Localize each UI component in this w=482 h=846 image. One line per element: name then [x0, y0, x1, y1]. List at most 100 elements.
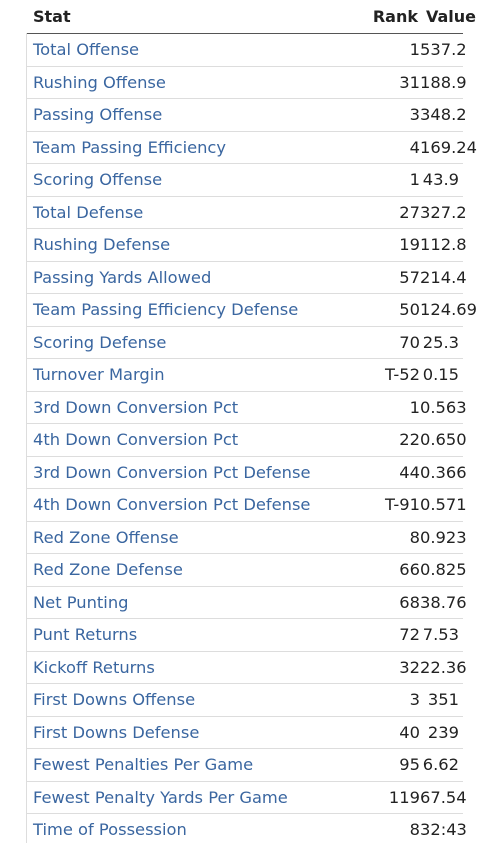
- stat-link[interactable]: Kickoff Returns: [27, 650, 342, 684]
- table-row: First Downs Defense 40 239: [27, 715, 463, 749]
- value-cell: 0.825: [420, 553, 467, 586]
- table-row: Net Punting 68 38.76: [27, 585, 467, 619]
- column-header-rank[interactable]: Rank: [342, 0, 420, 34]
- rank-cell: T-91: [342, 488, 420, 521]
- rank-cell: 19: [342, 228, 420, 261]
- stat-link[interactable]: Total Offense: [27, 33, 342, 66]
- column-header-stat[interactable]: Stat: [27, 0, 342, 34]
- table-body: Total Offense 1 537.2 Rushing Offense 31 188.…: [27, 33, 477, 846]
- rank-cell: 57: [342, 260, 420, 294]
- stat-link[interactable]: Fewest Penalty Yards Per Game: [27, 780, 342, 814]
- stat-link[interactable]: Time of Possession: [27, 813, 342, 846]
- table-header-row: Stat Rank Value: [27, 0, 476, 34]
- value-cell: 0.923: [420, 520, 467, 554]
- value-cell: 0.563: [420, 390, 467, 424]
- rank-cell: 119: [342, 780, 420, 814]
- stat-link[interactable]: Punt Returns: [27, 618, 342, 651]
- table-row: 4th Down Conversion Pct 22 0.650: [27, 423, 467, 456]
- rank-cell: 4: [342, 130, 420, 164]
- table-row: First Downs Offense 3 351: [27, 683, 463, 716]
- value-cell: 239: [420, 715, 463, 749]
- stat-link[interactable]: Rushing Offense: [27, 65, 342, 99]
- table-row: 3rd Down Conversion Pct Defense 44 0.366: [27, 455, 467, 489]
- stat-link[interactable]: 3rd Down Conversion Pct Defense: [27, 455, 342, 489]
- value-cell: 43.9: [420, 163, 463, 196]
- stat-link[interactable]: Passing Yards Allowed: [27, 260, 342, 294]
- value-cell: 124.69: [420, 293, 477, 326]
- rank-cell: 8: [342, 813, 420, 846]
- rank-cell: 1: [342, 163, 420, 196]
- stat-link[interactable]: Scoring Defense: [27, 325, 342, 359]
- stat-link[interactable]: 4th Down Conversion Pct: [27, 423, 342, 456]
- table-row: Passing Offense 3 348.2: [27, 98, 467, 131]
- stat-link[interactable]: Passing Offense: [27, 98, 342, 131]
- team-stats-table: Stat Rank Value Total Offense 1 537.2 Rushi…: [27, 0, 477, 846]
- stat-link[interactable]: First Downs Defense: [27, 715, 342, 749]
- table-row: Team Passing Efficiency Defense 50 124.69: [27, 293, 477, 326]
- table-row: Scoring Offense 1 43.9: [27, 163, 463, 196]
- table-row: Rushing Offense 31 188.9: [27, 65, 467, 99]
- stat-link[interactable]: Net Punting: [27, 585, 342, 619]
- table-row: Passing Yards Allowed 57 214.4: [27, 260, 467, 294]
- table-row: 4th Down Conversion Pct Defense T-91 0.571: [27, 488, 467, 521]
- table-row: Rushing Defense 19 112.8: [27, 228, 467, 261]
- rank-cell: 40: [342, 715, 420, 749]
- value-cell: 7.53: [420, 618, 463, 651]
- value-cell: 0.650: [420, 423, 467, 456]
- stat-link[interactable]: Team Passing Efficiency: [27, 130, 342, 164]
- stat-link[interactable]: 3rd Down Conversion Pct: [27, 390, 342, 424]
- stat-link[interactable]: Total Defense: [27, 195, 342, 229]
- table-row: Fewest Penalty Yards Per Game 119 67.54: [27, 780, 467, 814]
- value-cell: 25.3: [420, 325, 463, 359]
- table-row: Time of Possession 8 32:43: [27, 813, 467, 846]
- table-left-border: [26, 33, 27, 843]
- rank-cell: 1: [342, 33, 420, 66]
- rank-cell: 95: [342, 748, 420, 781]
- rank-cell: 68: [342, 585, 420, 619]
- rank-cell: 22: [342, 423, 420, 456]
- stat-link[interactable]: Rushing Defense: [27, 228, 342, 261]
- stat-link[interactable]: Team Passing Efficiency Defense: [27, 293, 342, 326]
- rank-cell: 50: [342, 293, 420, 326]
- value-cell: 351: [420, 683, 463, 716]
- value-cell: 32:43: [420, 813, 467, 846]
- table-row: Red Zone Offense 8 0.923: [27, 520, 467, 554]
- table-row: Total Defense 27 327.2: [27, 195, 467, 229]
- stat-link[interactable]: Red Zone Defense: [27, 553, 342, 586]
- value-cell: 0.15: [420, 358, 463, 391]
- table-row: Kickoff Returns 32 22.36: [27, 650, 467, 684]
- table-row: Team Passing Efficiency 4 169.24: [27, 130, 477, 164]
- rank-cell: 27: [342, 195, 420, 229]
- value-cell: 0.571: [420, 488, 467, 521]
- rank-cell: 3: [342, 683, 420, 716]
- value-cell: 327.2: [420, 195, 467, 229]
- stat-link[interactable]: First Downs Offense: [27, 683, 342, 716]
- value-cell: 67.54: [420, 780, 467, 814]
- stat-link[interactable]: Fewest Penalties Per Game: [27, 748, 342, 781]
- value-cell: 38.76: [420, 585, 467, 619]
- stat-link[interactable]: Scoring Offense: [27, 163, 342, 196]
- table-row: Turnover Margin T-52 0.15: [27, 358, 463, 391]
- rank-cell: 8: [342, 520, 420, 554]
- rank-cell: 1: [342, 390, 420, 424]
- rank-cell: 66: [342, 553, 420, 586]
- table-row: Scoring Defense 70 25.3: [27, 325, 463, 359]
- rank-cell: 32: [342, 650, 420, 684]
- value-cell: 0.366: [420, 455, 467, 489]
- value-cell: 6.62: [420, 748, 463, 781]
- rank-cell: 70: [342, 325, 420, 359]
- rank-cell: 44: [342, 455, 420, 489]
- value-cell: 537.2: [420, 33, 467, 66]
- table-header: Stat Rank Value: [27, 0, 476, 34]
- stat-link[interactable]: Red Zone Offense: [27, 520, 342, 554]
- table-row: Fewest Penalties Per Game 95 6.62: [27, 748, 463, 781]
- stat-link[interactable]: Turnover Margin: [27, 358, 342, 391]
- stat-link[interactable]: 4th Down Conversion Pct Defense: [27, 488, 342, 521]
- column-header-value[interactable]: Value: [420, 0, 476, 34]
- rank-cell: 3: [342, 98, 420, 131]
- rank-cell: 72: [342, 618, 420, 651]
- value-cell: 169.24: [420, 130, 477, 164]
- table-row: Total Offense 1 537.2: [27, 33, 467, 66]
- value-cell: 112.8: [420, 228, 467, 261]
- table-row: Red Zone Defense 66 0.825: [27, 553, 467, 586]
